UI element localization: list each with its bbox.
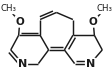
- Text: CH₃: CH₃: [96, 4, 112, 13]
- Text: O: O: [88, 17, 97, 27]
- Text: N: N: [85, 59, 94, 69]
- Text: CH₃: CH₃: [0, 4, 16, 13]
- Text: O: O: [15, 17, 24, 27]
- Text: N: N: [18, 59, 27, 69]
